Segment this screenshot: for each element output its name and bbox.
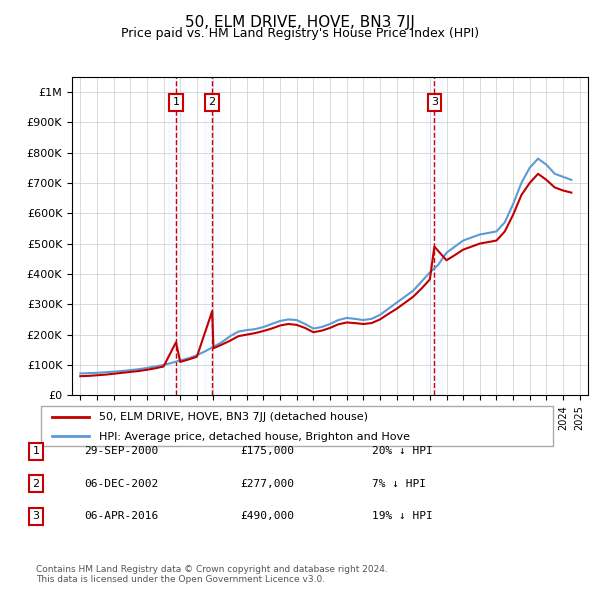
Text: 3: 3 [32,512,40,521]
Text: 06-DEC-2002: 06-DEC-2002 [84,479,158,489]
Bar [204,77,220,395]
Text: £277,000: £277,000 [240,479,294,489]
Text: 50, ELM DRIVE, HOVE, BN3 7JJ: 50, ELM DRIVE, HOVE, BN3 7JJ [185,15,415,30]
Text: 3: 3 [431,97,438,107]
Text: 7% ↓ HPI: 7% ↓ HPI [372,479,426,489]
Text: 1: 1 [173,97,179,107]
Text: 2: 2 [32,479,40,489]
Text: 29-SEP-2000: 29-SEP-2000 [84,447,158,456]
Text: 2: 2 [209,97,216,107]
Bar [168,77,184,395]
Text: HPI: Average price, detached house, Brighton and Hove: HPI: Average price, detached house, Brig… [100,432,410,442]
Text: 06-APR-2016: 06-APR-2016 [84,512,158,521]
Text: Price paid vs. HM Land Registry's House Price Index (HPI): Price paid vs. HM Land Registry's House … [121,27,479,40]
Text: Contains HM Land Registry data © Crown copyright and database right 2024.
This d: Contains HM Land Registry data © Crown c… [36,565,388,584]
Bar [426,77,443,395]
Text: 1: 1 [32,447,40,456]
Text: 19% ↓ HPI: 19% ↓ HPI [372,512,433,521]
Text: £490,000: £490,000 [240,512,294,521]
FancyBboxPatch shape [41,407,553,446]
Text: 20% ↓ HPI: 20% ↓ HPI [372,447,433,456]
Text: 50, ELM DRIVE, HOVE, BN3 7JJ (detached house): 50, ELM DRIVE, HOVE, BN3 7JJ (detached h… [100,412,368,422]
Text: £175,000: £175,000 [240,447,294,456]
